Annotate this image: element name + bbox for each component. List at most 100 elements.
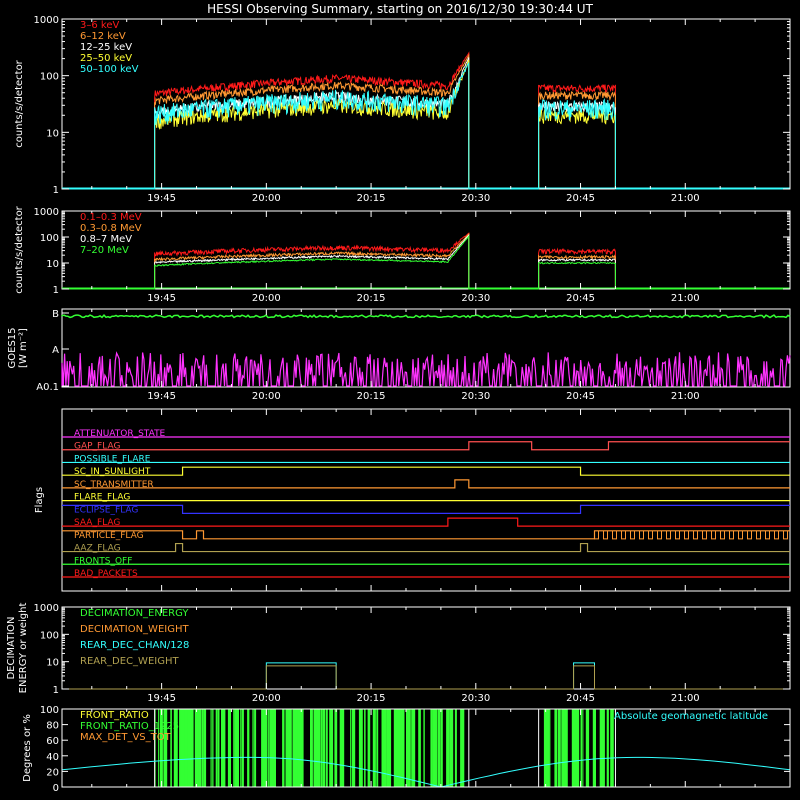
ratio-bar: [194, 709, 197, 787]
energy-ylabel: counts/s/detector: [14, 59, 25, 147]
x-tick-label: 20:30: [461, 391, 490, 402]
ratio-bar: [182, 709, 185, 787]
legend-entry: REAR_DEC_CHAN/128: [80, 640, 189, 651]
flag-label: SAA_FLAG: [74, 518, 120, 528]
y-tick-label: 80: [46, 721, 59, 732]
flags-lines: ATTENUATOR_STATE GAP_FLAG POSSIBLE_FLARE SC…: [62, 429, 790, 579]
ratio-bar: [571, 709, 576, 787]
y-tick-label: 40: [46, 752, 59, 763]
ratio-ylabel: Degrees or %: [22, 714, 33, 782]
y-tick-label: 1000: [34, 603, 59, 614]
ratio-bar: [323, 709, 326, 787]
x-tick-label: 19:45: [147, 293, 176, 304]
flag-label: SC_TRANSMITTER: [74, 480, 154, 490]
ratio-bar: [372, 709, 376, 787]
decimation-panel-legend: DECIMATION_ENERGY DECIMATION_WEIGHT REAR_D…: [80, 608, 189, 667]
goes-short-channel: [61, 351, 791, 387]
energy-panel-series: [62, 51, 790, 190]
flag-label: ECLIPSE_FLAG: [74, 505, 138, 515]
ratio-bar: [266, 709, 268, 787]
ratio-bar: [163, 709, 168, 787]
ratio-bar: [554, 709, 557, 787]
ratio-bar: [287, 709, 290, 787]
flag-line-7: [62, 517, 790, 527]
ratio-bar: [350, 709, 352, 787]
x-tick-label: 20:30: [461, 193, 490, 204]
x-tick-label: 20:00: [252, 293, 281, 304]
decimation-panel-yticks: 1 10 100 1000: [34, 603, 790, 696]
series-line-0: [62, 232, 790, 290]
ratio-bar: [575, 709, 580, 787]
ratio-bar: [322, 709, 325, 787]
x-tick-label: 20:15: [357, 293, 386, 304]
legend-entry: 25–50 keV: [80, 53, 132, 64]
legend-entry: 7–20 MeV: [80, 245, 129, 256]
flag-label: AAZ_FLAG: [74, 544, 121, 554]
series-line-3: [62, 234, 790, 290]
ratio-bar: [358, 709, 363, 787]
ratio-bar: [454, 709, 457, 787]
ratio-bar: [233, 709, 235, 787]
ratio-bar: [592, 709, 596, 787]
decimation-line-3: [62, 665, 790, 690]
ratio-bar: [184, 709, 187, 787]
legend-entry: 0.8–7 MeV: [80, 234, 132, 245]
ratio-bar: [240, 709, 242, 787]
ratio-bar: [407, 709, 411, 787]
y-tick-label: 1: [53, 685, 59, 696]
gamma-panel-frame: [61, 210, 791, 290]
ratio-bar: [170, 709, 172, 787]
ratio-bar: [222, 709, 226, 787]
y-tick-label: 1000: [34, 15, 59, 26]
ratio-bar: [292, 709, 297, 787]
legend-entry: DECIMATION_ENERGY: [80, 608, 189, 619]
ratio-bar: [432, 709, 435, 787]
ratio-bar: [186, 709, 189, 787]
ratio-bar: [610, 709, 613, 787]
y-tick-label: 10: [46, 259, 59, 270]
ratio-bar: [252, 709, 254, 787]
ratio-bar: [201, 709, 204, 787]
decimation-panel-xticks: 19:45 20:00 20:15 20:30 20:45 21:00: [91, 607, 791, 704]
flag-label: GAP_FLAG: [74, 442, 120, 452]
goes-panel-frame: [61, 308, 791, 388]
y-tick-label: 100: [40, 72, 59, 83]
series-line-0: [62, 51, 790, 190]
ratio-bar: [196, 709, 199, 787]
ratio-bar: [229, 709, 231, 787]
ratio-bar: [435, 709, 437, 787]
legend-entry: 50–100 keV: [80, 64, 139, 75]
ratio-bar: [173, 709, 178, 787]
x-tick-label: 20:15: [357, 693, 386, 704]
ratio-bar: [351, 709, 356, 787]
decimation-series: [62, 662, 790, 690]
y-tick-label: A: [52, 345, 59, 356]
ratio-series: [61, 709, 791, 788]
ratio-bar: [564, 709, 568, 787]
legend-entry: 12–25 keV: [80, 42, 132, 53]
ratio-bar: [247, 709, 250, 787]
goes-long-channel: [61, 313, 791, 319]
ratio-bar: [320, 709, 323, 787]
ratio-panel-yticks: 0 20 40 60 80 100: [40, 705, 790, 794]
x-tick-label: 21:00: [671, 193, 700, 204]
ratio-panel-frame: [61, 708, 791, 788]
flag-label: BAD_PACKETS: [74, 569, 138, 579]
flag-line-3: [62, 466, 790, 476]
ratio-bar: [159, 709, 163, 787]
legend-entry: REAR_DEC_WEIGHT: [80, 656, 179, 667]
ratio-bar: [313, 709, 318, 787]
ratio-bar: [446, 709, 450, 787]
ratio-bar: [582, 709, 584, 787]
ratio-bar: [374, 709, 376, 787]
y-tick-label: 1000: [34, 207, 59, 218]
ratio-bar: [585, 709, 590, 787]
ratio-bar: [395, 709, 400, 787]
x-tick-label: 20:45: [566, 293, 595, 304]
latitude-label: Absolute geomagnetic latitude: [614, 711, 768, 722]
legend-entry: FRONT_RATIO: [80, 710, 149, 721]
flag-label: PARTICLE_FLAG: [74, 531, 144, 541]
ratio-bar: [433, 709, 437, 787]
